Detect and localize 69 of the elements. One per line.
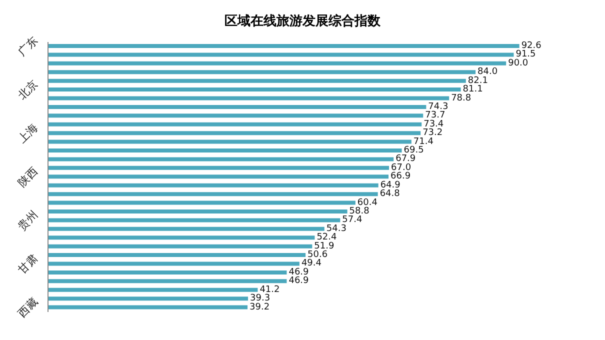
bar (48, 166, 390, 170)
bar (48, 200, 356, 205)
bar (48, 88, 461, 92)
bar (48, 262, 300, 266)
data-label: 51.9 (314, 241, 334, 252)
bar (48, 244, 312, 248)
chart-title: 区域在线旅游发展综合指数 (224, 12, 382, 29)
data-label: 78.8 (451, 93, 472, 104)
bar (48, 174, 389, 179)
y-tick-label: 西藏 (16, 295, 40, 320)
bar (48, 183, 378, 188)
y-tick-label: 贵州 (16, 208, 40, 233)
bar (48, 305, 248, 310)
y-tick-label: 上海 (16, 121, 40, 146)
y-tick-label: 北京 (16, 78, 40, 102)
bar (48, 192, 378, 196)
bar (48, 70, 476, 74)
data-label: 73.4 (424, 119, 444, 130)
data-label: 39.3 (250, 294, 270, 304)
y-tick-label: 广东 (16, 34, 40, 59)
data-label: 46.9 (288, 267, 310, 278)
data-label: 58.8 (349, 206, 370, 216)
bar (48, 61, 506, 66)
data-label: 67.9 (396, 154, 416, 164)
data-label: 74.3 (428, 102, 448, 112)
bar (48, 288, 258, 292)
bar (48, 270, 287, 274)
data-label: 71.4 (413, 136, 434, 147)
y-tick-label: 甘肃 (16, 252, 40, 276)
data-label: 52.4 (316, 232, 338, 243)
data-label: 67.0 (391, 162, 412, 173)
data-label: 49.4 (301, 258, 322, 269)
data-label: 73.2 (422, 128, 443, 138)
data-label: 39.2 (250, 302, 270, 312)
data-label: 66.9 (390, 172, 411, 182)
data-label: 69.5 (404, 146, 424, 156)
bar (48, 296, 248, 301)
bar (48, 209, 348, 214)
bar (48, 96, 450, 100)
bar (48, 131, 421, 136)
data-label: 64.8 (380, 189, 400, 200)
data-label: 46.9 (288, 276, 310, 286)
data-label: 84.0 (478, 67, 498, 78)
bar (48, 44, 520, 48)
bar (48, 253, 306, 258)
bar (48, 114, 424, 118)
bar (48, 52, 514, 57)
data-label: 91.5 (516, 50, 536, 60)
data-label: 54.3 (326, 224, 346, 234)
data-label: 60.4 (357, 198, 378, 208)
data-label: 92.6 (521, 41, 542, 51)
bar (48, 148, 402, 153)
bar (48, 236, 315, 240)
bar (48, 226, 324, 231)
data-label: 41.2 (260, 284, 280, 295)
bar (48, 218, 340, 222)
data-label: 90.0 (508, 58, 528, 68)
data-label: 57.4 (342, 215, 362, 226)
bar (48, 104, 426, 109)
bar (48, 157, 394, 162)
data-label: 73.7 (425, 110, 446, 121)
data-label: 81.1 (462, 84, 483, 95)
data-label: 82.1 (468, 76, 488, 86)
data-label: 64.9 (380, 180, 401, 190)
bar (48, 78, 466, 83)
bar (48, 140, 412, 144)
y-tick-label: 陕西 (16, 164, 40, 190)
bar (48, 122, 422, 126)
bar (48, 279, 287, 284)
